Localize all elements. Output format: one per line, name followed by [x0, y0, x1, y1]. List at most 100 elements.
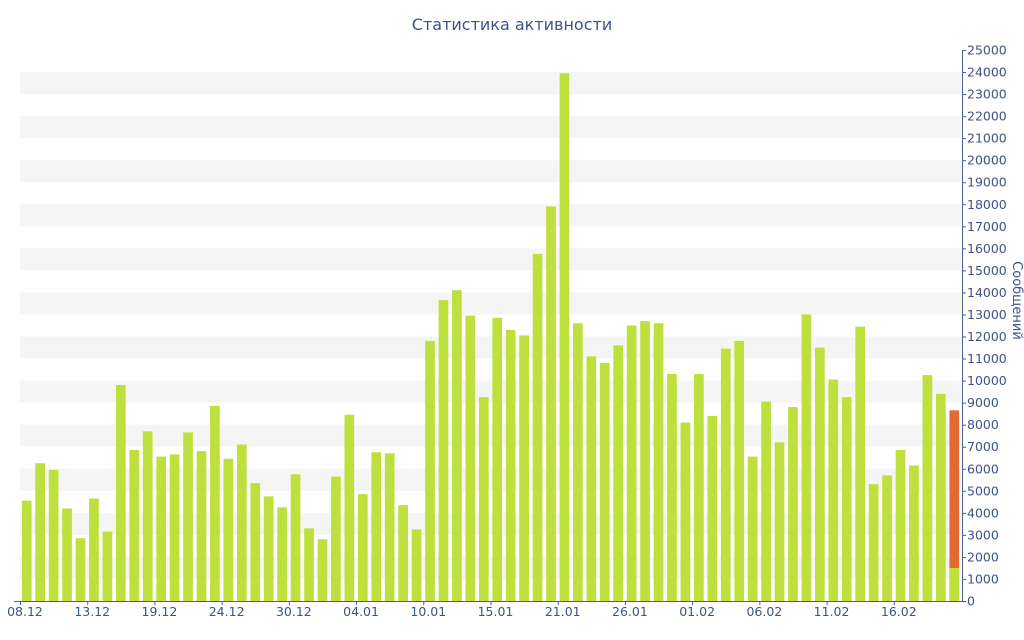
- y-tick-label: 8000: [967, 417, 999, 432]
- bar: [156, 456, 166, 601]
- x-tick-label: 01.02: [679, 604, 715, 619]
- bar: [909, 465, 919, 601]
- bar: [223, 458, 234, 601]
- grid-band: [20, 204, 961, 227]
- y-tick-label: 14000: [967, 285, 1007, 300]
- bar: [277, 507, 287, 601]
- bar: [640, 321, 650, 601]
- bar: [142, 431, 153, 601]
- bar: [75, 538, 86, 601]
- y-tick-label: 25000: [967, 43, 1007, 58]
- bar: [667, 373, 677, 601]
- bar-current-day: [949, 410, 960, 601]
- bar: [371, 452, 382, 601]
- bar: [815, 347, 825, 601]
- bar: [21, 500, 32, 601]
- bar: [519, 335, 529, 601]
- y-tick-label: 21000: [967, 131, 1007, 146]
- bar: [532, 253, 543, 601]
- x-tick-label: 26.01: [612, 604, 648, 619]
- x-tick-label: 04.01: [343, 604, 379, 619]
- y-tick-label: 22000: [967, 109, 1007, 124]
- y-tick-label: 5000: [967, 483, 999, 498]
- bar: [384, 453, 395, 601]
- y-tick-label: 7000: [967, 439, 999, 454]
- bar: [478, 397, 489, 601]
- grid-band: [20, 248, 961, 271]
- bar: [707, 415, 718, 601]
- bar: [720, 348, 731, 601]
- y-tick-label: 1000: [967, 571, 999, 586]
- y-tick-label: 23000: [967, 87, 1007, 102]
- y-tick-label: 6000: [967, 461, 999, 476]
- y-tick-label: 16000: [967, 241, 1007, 256]
- bar: [183, 432, 193, 601]
- bar: [452, 290, 462, 601]
- bar: [895, 450, 906, 601]
- bar: [102, 531, 113, 601]
- bar: [546, 206, 556, 601]
- grid-band: [20, 292, 961, 315]
- bar: [801, 314, 812, 601]
- bar: [573, 323, 583, 601]
- x-tick-label: 15.01: [478, 604, 514, 619]
- bar: [425, 340, 435, 601]
- y-tick-label: 12000: [967, 329, 1007, 344]
- bar: [613, 345, 624, 601]
- bar: [626, 325, 637, 601]
- bar: [129, 450, 140, 601]
- bar: [48, 469, 59, 601]
- bar: [774, 442, 785, 601]
- grid-band: [20, 72, 961, 95]
- bar: [290, 474, 301, 601]
- y-tick-label: 19000: [967, 175, 1007, 190]
- bar: [855, 326, 866, 601]
- y-tick-label: 4000: [967, 505, 999, 520]
- bar: [841, 397, 852, 601]
- bar: [196, 451, 207, 601]
- grid-band: [20, 160, 961, 183]
- x-tick-label: 19.12: [142, 604, 178, 619]
- bar: [761, 401, 771, 601]
- x-tick-label: 24.12: [209, 604, 245, 619]
- y-tick-label: 2000: [967, 549, 999, 564]
- bar: [747, 456, 758, 601]
- bar: [169, 454, 180, 601]
- bar: [115, 385, 126, 601]
- x-tick-label: 21.01: [545, 604, 581, 619]
- bar: [599, 362, 610, 601]
- bar: [331, 476, 341, 601]
- bar: [734, 340, 745, 601]
- x-tick-label: 06.02: [746, 604, 782, 619]
- bar: [357, 494, 368, 601]
- bar: [89, 498, 99, 601]
- bar-current-day-part: [949, 567, 960, 601]
- bar: [559, 73, 570, 602]
- y-tick-label: 0: [967, 594, 975, 609]
- bar: [411, 529, 422, 601]
- x-tick-label: 08.12: [7, 604, 43, 619]
- bar: [398, 505, 408, 601]
- bar: [344, 414, 355, 601]
- bar: [250, 483, 261, 601]
- bar: [317, 539, 328, 601]
- bar: [586, 356, 597, 601]
- y-tick-label: 11000: [967, 351, 1007, 366]
- bar: [263, 496, 274, 601]
- bar: [505, 329, 516, 601]
- bar: [788, 407, 798, 601]
- x-tick-label: 10.01: [410, 604, 446, 619]
- bar: [465, 315, 476, 601]
- bar: [935, 393, 946, 601]
- bar: [694, 373, 704, 601]
- y-tick-label: 13000: [967, 307, 1007, 322]
- grid-band: [20, 116, 961, 139]
- bar: [35, 463, 46, 601]
- y-tick-label: 9000: [967, 395, 999, 410]
- bar: [62, 508, 72, 601]
- bar: [828, 379, 839, 601]
- x-tick-label: 13.12: [74, 604, 110, 619]
- bar: [304, 528, 314, 601]
